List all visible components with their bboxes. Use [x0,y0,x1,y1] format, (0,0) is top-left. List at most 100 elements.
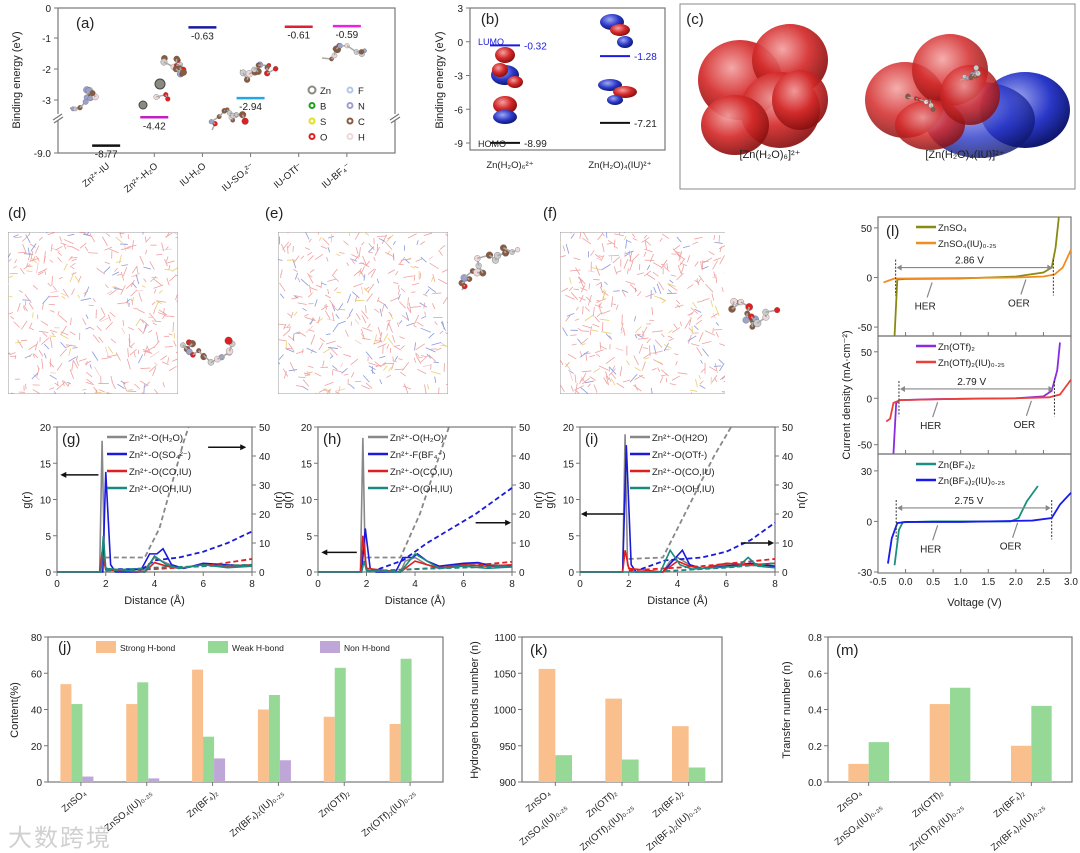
her-label: HER [915,301,936,312]
solvent-molecule-stick [361,315,367,324]
solvent-molecule-stick [381,304,385,312]
arrowhead-icon [897,504,903,511]
solvent-molecule-stick [158,309,168,316]
solvent-molecule-stick [332,312,335,322]
solvent-molecule-stick [49,295,59,298]
solvent-molecule-stick [641,237,650,243]
y2-tick-label: 0 [519,568,525,579]
solvent-molecule-stick [624,251,626,258]
solvent-molecule-stick [611,303,616,305]
solvent-molecule-stick [120,247,131,250]
solvent-molecule-stick [596,311,603,318]
solvent-molecule-stick [434,321,438,326]
solvent-molecule-stick [33,353,39,359]
solvent-molecule-stick [560,384,565,392]
solvent-molecule-stick [582,305,584,315]
solvent-molecule-stick [140,367,151,369]
solvent-molecule-stick [171,267,178,272]
solvent-molecule-stick [650,387,653,394]
solvent-molecule-stick [149,365,157,373]
solvent-molecule-stick [175,351,178,354]
atom [973,65,979,71]
solvent-molecule-stick [414,343,417,349]
solvent-molecule-stick [427,384,430,390]
solvent-molecule-stick [106,290,113,295]
legend-label: Non H-bond [344,643,390,653]
solvent-molecule-stick [169,365,177,372]
legend-swatch [320,641,340,653]
solvent-molecule-stick [50,290,59,294]
solvent-molecule-stick [671,375,681,381]
solvent-molecule-stick [67,233,75,237]
y-tick-label: 0 [568,568,574,579]
solvent-molecule-stick [56,382,65,390]
solvent-molecule-stick [49,337,53,349]
solvent-molecule-stick [368,362,379,366]
solvent-molecule-stick [643,251,647,257]
legend-label: Weak H-bond [232,643,284,653]
solvent-molecule-stick [632,237,638,241]
solvent-molecule-stick [367,283,375,293]
solvent-molecule-stick [354,339,362,345]
solvent-molecule-stick [94,366,101,376]
orbital-isosurface [492,63,508,77]
bar-strong-h-bond [323,716,335,782]
solvent-molecule-stick [362,327,373,332]
solvent-molecule-stick [670,274,677,277]
solvent-molecule-stick [419,302,428,308]
solvent-molecule-stick [31,372,39,380]
legend-label: Zn [320,86,331,97]
solvent-molecule-stick [331,232,336,233]
solvent-molecule-stick [375,364,386,367]
solvent-molecule-stick [569,277,572,284]
solvent-molecule-stick [377,326,382,337]
solvent-molecule-stick [32,285,39,290]
solvent-molecule-stick [598,303,601,312]
solvent-molecule-stick [145,249,148,255]
solvent-molecule-stick [326,318,335,321]
solvent-molecule-stick [580,330,590,332]
solvent-molecule-stick [166,277,170,286]
solvent-molecule-stick [19,267,25,275]
solvent-molecule-stick [575,306,579,311]
solvent-molecule-stick [715,331,720,338]
solvent-molecule-stick [329,355,334,359]
lsv-subplot-frame [877,335,1072,455]
solvent-molecule-stick [134,383,141,390]
solvent-molecule-stick [730,354,732,358]
solvent-molecule-stick [570,233,575,239]
solvent-molecule-stick [117,302,128,305]
solvent-molecule-stick [415,352,420,357]
y-tick-label: 50 [861,348,873,359]
y-tick-label: 40 [31,706,43,717]
solvent-molecule-stick [592,306,595,317]
solvent-molecule-stick [52,285,57,291]
panel-tag: (j) [58,639,71,656]
solvent-molecule-stick [322,348,331,354]
bar-weak-h-bond [137,682,149,782]
solvent-molecule-stick [581,370,592,373]
solvent-molecule-stick [329,347,338,356]
solvent-molecule-stick [694,236,703,240]
solvent-molecule-stick [69,265,75,270]
bar-strong-h-bond [257,709,269,782]
zn-atom [154,78,166,90]
solvent-molecule-stick [13,234,19,238]
solvent-molecule-stick [145,346,156,353]
x-tick-label: 0.5 [926,577,940,588]
solvent-molecule-stick [336,253,341,257]
solvent-molecule-stick [100,307,106,316]
y-tick-label: 0 [457,38,463,49]
x-tick-label: 3.0 [1064,577,1078,588]
y2-tick-label: 20 [519,510,531,521]
legend-label: Zn²⁺-O(OH,IU) [129,484,192,495]
solvent-molecule-stick [691,325,693,333]
solvent-molecule-stick [117,383,125,389]
solvent-molecule-stick [669,279,674,284]
solvent-molecule-stick [600,310,611,315]
y2-tick-label: 30 [782,481,794,492]
solvent-molecule-stick [649,253,654,263]
solvent-molecule-stick [333,232,335,233]
solvent-molecule-stick [406,306,412,313]
solvent-molecule-stick [309,286,318,291]
